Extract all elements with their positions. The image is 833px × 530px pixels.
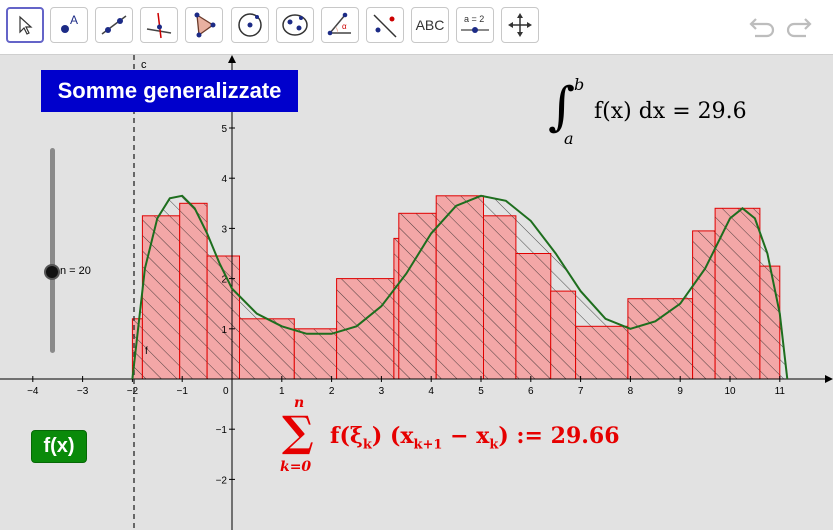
x-tick-label: −2 bbox=[127, 386, 139, 397]
angle-tool-button[interactable]: α bbox=[321, 7, 359, 43]
text-tool-button[interactable]: ABC bbox=[411, 7, 449, 43]
polygon-icon bbox=[194, 12, 216, 38]
move-view-icon bbox=[508, 13, 532, 37]
sigma-sign: ∑ bbox=[282, 407, 314, 456]
integral-sign: ∫ bbox=[548, 77, 576, 137]
undo-button[interactable] bbox=[747, 12, 777, 40]
x-tick-label: 7 bbox=[578, 386, 584, 397]
x-tick-label: 6 bbox=[528, 386, 534, 397]
move-view-tool-button[interactable] bbox=[501, 7, 539, 43]
redo-icon bbox=[786, 18, 812, 38]
function-curve bbox=[131, 194, 789, 380]
slider-handle[interactable] bbox=[44, 264, 60, 280]
sum-upper: n bbox=[294, 395, 305, 411]
x-tick-label: −3 bbox=[77, 386, 89, 397]
x-tick-label: 11 bbox=[775, 386, 786, 397]
redo-button[interactable] bbox=[784, 12, 814, 40]
x-tick-label: 8 bbox=[628, 386, 634, 397]
slider-tool-button[interactable]: a = 2 bbox=[456, 7, 494, 43]
riemann-rectangle-2 bbox=[179, 202, 208, 380]
x-tick-label: 0 bbox=[223, 386, 229, 397]
slider-track[interactable] bbox=[50, 148, 55, 353]
x-tick-label: −1 bbox=[176, 386, 188, 397]
toolbar: A α ABC a = 2 bbox=[0, 0, 833, 55]
reflect-icon bbox=[373, 14, 397, 38]
riemann-rectangles bbox=[131, 195, 781, 380]
y-tick-label: 4 bbox=[221, 174, 227, 185]
circle-tool-button[interactable] bbox=[231, 7, 269, 43]
line-icon bbox=[101, 15, 127, 35]
riemann-rectangle-7 bbox=[393, 237, 400, 380]
line-c-label: c bbox=[141, 59, 147, 71]
x-tick-label: 4 bbox=[428, 386, 434, 397]
arrow-cursor-icon bbox=[19, 15, 33, 35]
svg-text:a = 2: a = 2 bbox=[464, 14, 484, 24]
x-tick-label: 2 bbox=[329, 386, 335, 397]
slider-icon: a = 2 bbox=[461, 14, 489, 33]
riemann-rectangle-17 bbox=[759, 265, 781, 380]
riemann-rectangle-15 bbox=[692, 230, 716, 380]
integral-upper-bound: b bbox=[574, 75, 585, 94]
sum-lower: k=0 bbox=[280, 459, 312, 475]
riemann-rectangle-16 bbox=[714, 207, 761, 380]
riemann-rectangle-5 bbox=[293, 328, 338, 380]
x-axis-arrow bbox=[825, 375, 833, 383]
ellipse-icon bbox=[282, 14, 308, 36]
riemann-rectangle-1 bbox=[141, 215, 181, 380]
integral-formula: ∫ b a f(x) dx = 29.6 bbox=[548, 75, 798, 148]
point-tool-button[interactable]: A bbox=[50, 7, 88, 43]
circle-icon bbox=[238, 13, 262, 37]
riemann-rectangle-10 bbox=[483, 215, 517, 380]
y-tick-label: 2 bbox=[221, 275, 227, 286]
svg-text:A: A bbox=[70, 13, 78, 27]
angle-icon: α bbox=[327, 12, 351, 36]
riemann-rectangle-11 bbox=[515, 253, 552, 380]
riemann-rectangle-13 bbox=[575, 325, 629, 380]
move-tool-button[interactable] bbox=[6, 7, 44, 43]
y-tick-label: −1 bbox=[216, 425, 228, 436]
riemann-rectangle-9 bbox=[435, 195, 485, 380]
ellipse-tool-button[interactable] bbox=[276, 7, 314, 43]
reflect-tool-button[interactable] bbox=[366, 7, 404, 43]
riemann-rectangle-14 bbox=[627, 298, 694, 380]
integral-value: f(x) dx = 29.6 bbox=[594, 99, 747, 124]
riemann-rectangle-3 bbox=[206, 255, 241, 380]
point-icon: A bbox=[61, 13, 78, 33]
line-tool-button[interactable] bbox=[95, 7, 133, 43]
integral-lower-bound: a bbox=[564, 129, 574, 148]
axes: −4 −3 −2 −1 0 1 2 3 4 5 6 7 8 9 10 11 5 4 3 2 1 −1 −2 bbox=[0, 55, 833, 530]
riemann-rectangle-12 bbox=[550, 290, 577, 380]
x-tick-label: 1 bbox=[279, 386, 285, 397]
svg-text:α: α bbox=[342, 22, 347, 31]
riemann-rectangle-8 bbox=[398, 212, 437, 380]
slider-label: n = 20 bbox=[60, 265, 91, 277]
y-tick-label: 3 bbox=[221, 224, 227, 235]
undo-icon bbox=[749, 18, 775, 38]
y-tick-label: 5 bbox=[221, 124, 227, 135]
x-tick-label: 3 bbox=[379, 386, 385, 397]
fx-button[interactable]: f(x) bbox=[31, 430, 87, 463]
x-tick-label: −4 bbox=[27, 386, 39, 397]
page-title: Somme generalizzate bbox=[41, 70, 298, 112]
sum-formula: n ∑ k=0 f(ξk) (xk+1 − xk) := 29.66 bbox=[278, 395, 698, 485]
graphics-view[interactable]: −4 −3 −2 −1 0 1 2 3 4 5 6 7 8 9 10 11 5 4 3 2 1 −1 −2 c f bbox=[0, 55, 833, 530]
x-tick-label: 5 bbox=[478, 386, 484, 397]
curve-label: f bbox=[145, 346, 148, 357]
y-tick-label: 1 bbox=[221, 325, 227, 336]
x-tick-label: 10 bbox=[724, 386, 736, 397]
polygon-tool-button[interactable] bbox=[185, 7, 223, 43]
sum-expression: f(ξk) (xk+1 − xk) := 29.66 bbox=[330, 423, 620, 453]
x-tick-label: 9 bbox=[677, 386, 683, 397]
perpendicular-line-icon bbox=[146, 12, 172, 39]
y-axis-arrow bbox=[228, 55, 236, 63]
text-icon: ABC bbox=[415, 17, 445, 33]
y-tick-label: −2 bbox=[216, 475, 228, 486]
perpendicular-tool-button[interactable] bbox=[140, 7, 178, 43]
